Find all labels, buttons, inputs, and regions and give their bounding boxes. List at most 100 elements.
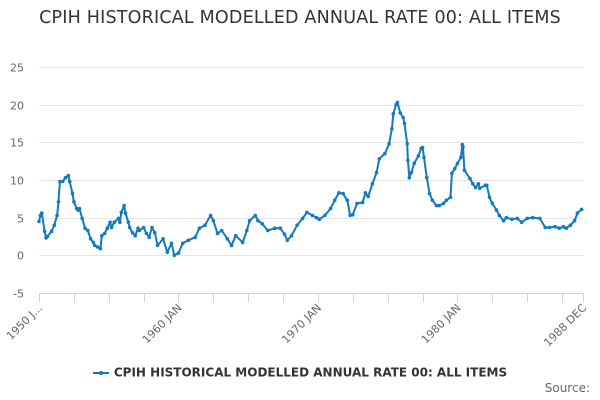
data-point[interactable] bbox=[328, 206, 333, 211]
data-point[interactable] bbox=[360, 200, 365, 205]
data-point[interactable] bbox=[119, 210, 124, 215]
data-point[interactable] bbox=[49, 229, 54, 233]
data-point[interactable] bbox=[314, 215, 319, 220]
data-point[interactable] bbox=[172, 253, 177, 258]
data-point[interactable] bbox=[383, 151, 387, 156]
data-point[interactable] bbox=[515, 216, 520, 221]
data-point[interactable] bbox=[42, 229, 47, 233]
data-point[interactable] bbox=[525, 216, 529, 221]
data-point[interactable] bbox=[108, 220, 112, 224]
data-point[interactable] bbox=[80, 216, 84, 221]
data-point[interactable] bbox=[355, 201, 359, 206]
data-point[interactable] bbox=[253, 213, 257, 218]
data-point[interactable] bbox=[72, 200, 76, 204]
legend[interactable]: CPIH HISTORICAL MODELLED ANNUAL RATE 00:… bbox=[0, 365, 600, 380]
data-point[interactable] bbox=[305, 210, 309, 215]
data-point[interactable] bbox=[233, 233, 238, 238]
data-point[interactable] bbox=[345, 198, 350, 203]
data-point[interactable] bbox=[494, 208, 499, 212]
data-point[interactable] bbox=[406, 158, 410, 163]
data-point[interactable] bbox=[427, 191, 432, 196]
data-point[interactable] bbox=[420, 145, 425, 150]
data-point[interactable] bbox=[407, 175, 412, 180]
data-point[interactable] bbox=[468, 176, 472, 181]
data-point[interactable] bbox=[310, 213, 315, 218]
data-point[interactable] bbox=[180, 241, 185, 246]
data-point[interactable] bbox=[40, 211, 44, 215]
data-point[interactable] bbox=[430, 198, 435, 203]
data-point[interactable] bbox=[452, 166, 457, 171]
data-point[interactable] bbox=[52, 223, 57, 227]
data-point[interactable] bbox=[153, 230, 157, 235]
data-point[interactable] bbox=[109, 225, 114, 230]
data-point[interactable] bbox=[122, 203, 126, 208]
data-point[interactable] bbox=[543, 225, 548, 230]
data-point[interactable] bbox=[56, 200, 61, 204]
data-point[interactable] bbox=[203, 223, 207, 227]
data-point[interactable] bbox=[272, 226, 277, 230]
data-point[interactable] bbox=[176, 251, 181, 255]
data-point[interactable] bbox=[91, 240, 96, 245]
data-point[interactable] bbox=[568, 223, 573, 227]
data-point[interactable] bbox=[409, 170, 414, 175]
data-point[interactable] bbox=[93, 243, 97, 248]
data-point[interactable] bbox=[161, 237, 165, 241]
data-point[interactable] bbox=[462, 168, 467, 172]
data-point[interactable] bbox=[478, 186, 482, 191]
data-point[interactable] bbox=[332, 198, 337, 203]
data-point[interactable] bbox=[116, 216, 121, 221]
data-point[interactable] bbox=[219, 228, 224, 233]
data-point[interactable] bbox=[77, 206, 82, 211]
data-point[interactable] bbox=[377, 157, 382, 161]
data-point[interactable] bbox=[455, 161, 460, 166]
data-point[interactable] bbox=[260, 221, 265, 226]
data-point[interactable] bbox=[561, 224, 566, 229]
data-point[interactable] bbox=[55, 213, 59, 218]
data-point[interactable] bbox=[547, 225, 552, 230]
data-point[interactable] bbox=[387, 142, 391, 146]
data-point[interactable] bbox=[572, 218, 577, 223]
data-point[interactable] bbox=[323, 213, 327, 218]
data-point[interactable] bbox=[337, 191, 341, 195]
data-point[interactable] bbox=[100, 233, 104, 238]
data-point[interactable] bbox=[391, 111, 396, 116]
data-point[interactable] bbox=[211, 218, 216, 223]
data-point[interactable] bbox=[510, 217, 514, 221]
series-line[interactable] bbox=[38, 101, 583, 257]
data-point[interactable] bbox=[169, 241, 174, 246]
data-point[interactable] bbox=[348, 213, 352, 218]
data-point[interactable] bbox=[341, 191, 345, 196]
data-point[interactable] bbox=[102, 231, 107, 236]
data-point[interactable] bbox=[67, 179, 72, 184]
data-point[interactable] bbox=[58, 179, 62, 184]
data-point[interactable] bbox=[147, 235, 151, 240]
data-point[interactable] bbox=[137, 228, 142, 233]
data-point[interactable] bbox=[490, 201, 495, 206]
data-point[interactable] bbox=[229, 243, 234, 248]
data-point[interactable] bbox=[130, 230, 135, 235]
data-point[interactable] bbox=[215, 231, 220, 236]
data-point[interactable] bbox=[83, 226, 87, 230]
data-point[interactable] bbox=[98, 246, 103, 251]
data-point[interactable] bbox=[485, 183, 489, 188]
data-point[interactable] bbox=[88, 237, 93, 241]
data-point[interactable] bbox=[245, 228, 249, 233]
data-point[interactable] bbox=[126, 220, 131, 224]
data-point[interactable] bbox=[300, 216, 305, 221]
data-point[interactable] bbox=[60, 179, 65, 184]
data-point[interactable] bbox=[538, 216, 542, 221]
data-point[interactable] bbox=[351, 212, 355, 217]
data-point[interactable] bbox=[141, 225, 146, 230]
data-point[interactable] bbox=[317, 217, 322, 221]
data-point[interactable] bbox=[374, 170, 379, 175]
data-point[interactable] bbox=[471, 182, 475, 186]
data-point[interactable] bbox=[240, 240, 245, 245]
data-point[interactable] bbox=[390, 127, 394, 131]
data-point[interactable] bbox=[473, 185, 478, 190]
data-point[interactable] bbox=[155, 243, 160, 248]
data-point[interactable] bbox=[461, 145, 465, 149]
data-point[interactable] bbox=[66, 173, 71, 178]
data-point[interactable] bbox=[118, 220, 122, 224]
data-point[interactable] bbox=[422, 155, 426, 160]
data-point[interactable] bbox=[553, 224, 557, 229]
